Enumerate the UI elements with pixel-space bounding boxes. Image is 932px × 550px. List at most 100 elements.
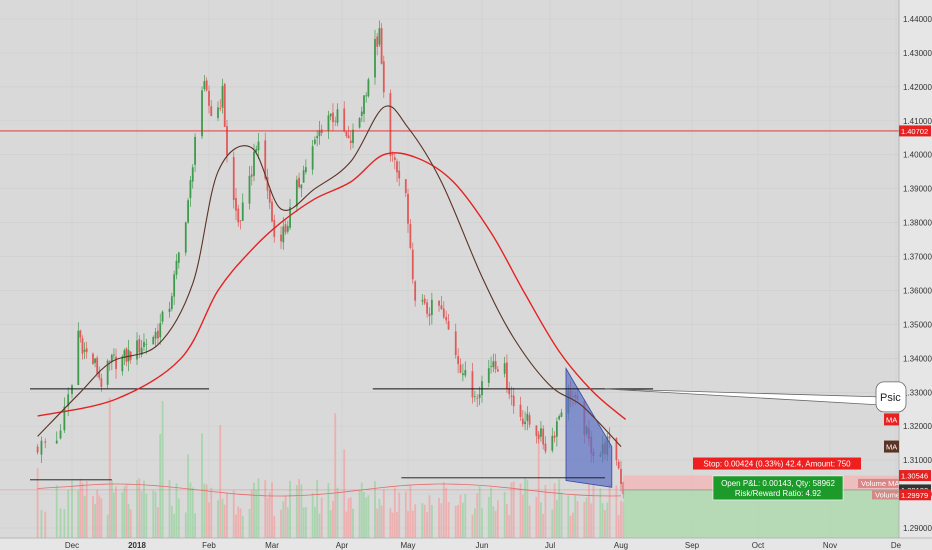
price-tick-label: 1.37000	[903, 253, 932, 262]
candle-body	[363, 95, 365, 114]
volume-bar	[537, 431, 540, 538]
ma-slow-line	[37, 152, 627, 420]
candle-body	[210, 106, 213, 116]
volume-bar	[445, 487, 448, 538]
candle-body	[473, 396, 476, 398]
volume-bar	[248, 508, 251, 538]
price-axis[interactable]	[898, 0, 932, 538]
candle-body	[560, 412, 563, 417]
time-axis[interactable]	[0, 537, 932, 550]
volume-bar	[599, 488, 602, 538]
time-tick-label: Jun	[476, 541, 489, 550]
volume-bar	[396, 511, 398, 538]
volume-bar	[136, 480, 138, 538]
candle-body	[398, 170, 401, 179]
price-tick-label: 1.29000	[903, 524, 932, 533]
candle-body	[286, 226, 289, 232]
volume-bar	[286, 507, 289, 538]
candle-body	[280, 234, 282, 242]
candle-body	[617, 461, 620, 469]
volume-bar	[168, 480, 171, 538]
candle-body	[445, 316, 448, 321]
candle-body	[173, 274, 176, 297]
candle-body	[620, 469, 622, 485]
time-tick-label: Dec	[65, 541, 79, 550]
volume-bar	[257, 478, 260, 538]
position-tool[interactable]: Stop: 0.00424 (0.33%) 42.4, Amount: 750 O…	[623, 457, 900, 538]
volume-bar	[138, 478, 141, 538]
volume-bar	[59, 508, 62, 538]
volume-bar	[170, 505, 173, 538]
candle-body	[374, 39, 376, 78]
time-tick-label: Sep	[685, 541, 700, 550]
volume-bar	[447, 501, 450, 538]
volume-bar	[438, 497, 440, 538]
candle-body	[98, 371, 101, 378]
candle-body	[81, 338, 84, 354]
volume-bar	[414, 504, 417, 538]
volume-bar	[454, 505, 457, 538]
volume-bar	[510, 482, 513, 538]
candle-body	[145, 343, 148, 345]
volume-bar	[365, 497, 368, 538]
volume-bar	[96, 489, 99, 538]
volume-bar	[464, 493, 467, 538]
candle-body	[365, 95, 368, 97]
volume-bar	[430, 504, 433, 538]
candle-body	[396, 161, 398, 173]
candle-body	[221, 85, 224, 108]
price-tick-label: 1.32000	[903, 422, 932, 431]
ma-badge-label: MA	[886, 443, 897, 452]
candle-body	[558, 416, 561, 420]
candle-body	[302, 170, 305, 183]
candle-body	[71, 385, 73, 394]
time-tick-label: May	[400, 541, 415, 550]
candle-body	[404, 179, 407, 193]
volume-bar	[205, 484, 208, 538]
volume-bar	[208, 502, 210, 538]
volume-bar	[404, 491, 407, 538]
volume-bar	[487, 496, 490, 538]
candle-body	[235, 198, 237, 211]
price-badge-target-box	[899, 489, 931, 501]
candle-body	[203, 81, 206, 90]
volume-bar	[528, 505, 531, 538]
time-tick-label: Mar	[265, 541, 279, 550]
candle-body	[389, 93, 392, 157]
volume-bar	[71, 480, 73, 538]
volume-bar	[508, 515, 511, 538]
volume-bar	[127, 503, 130, 538]
candle-body	[454, 331, 457, 356]
candle-body	[526, 413, 529, 421]
candle-body	[311, 146, 314, 170]
volume-bar	[300, 484, 303, 538]
volume-bar	[606, 502, 609, 538]
candle-body	[55, 440, 58, 444]
candle-body	[334, 120, 337, 122]
candlesticks	[36, 20, 625, 499]
volume-bar	[457, 504, 460, 538]
candle-body	[189, 180, 192, 198]
candle-body	[555, 421, 558, 437]
candle-body	[535, 425, 538, 436]
candle-body	[464, 370, 467, 376]
volume-ma-tag	[858, 478, 899, 488]
volume-bar	[506, 503, 508, 538]
price-tick-label: 1.33000	[903, 388, 932, 397]
candle-body	[217, 107, 219, 118]
text-callout[interactable]: Psic	[604, 381, 907, 413]
candle-body	[481, 381, 483, 396]
candle-body	[407, 193, 409, 224]
candle-body	[506, 362, 508, 389]
candle-body	[264, 140, 267, 179]
volume-bar	[462, 502, 464, 538]
candle-body	[318, 130, 321, 137]
candle-body	[553, 435, 556, 438]
candle-body	[521, 418, 524, 425]
volume-bar	[524, 478, 526, 538]
candle-body	[378, 28, 381, 45]
pnl-label: Open P&L: 0.00143, Qty: 58962	[721, 479, 835, 488]
volume-bar	[512, 481, 515, 538]
